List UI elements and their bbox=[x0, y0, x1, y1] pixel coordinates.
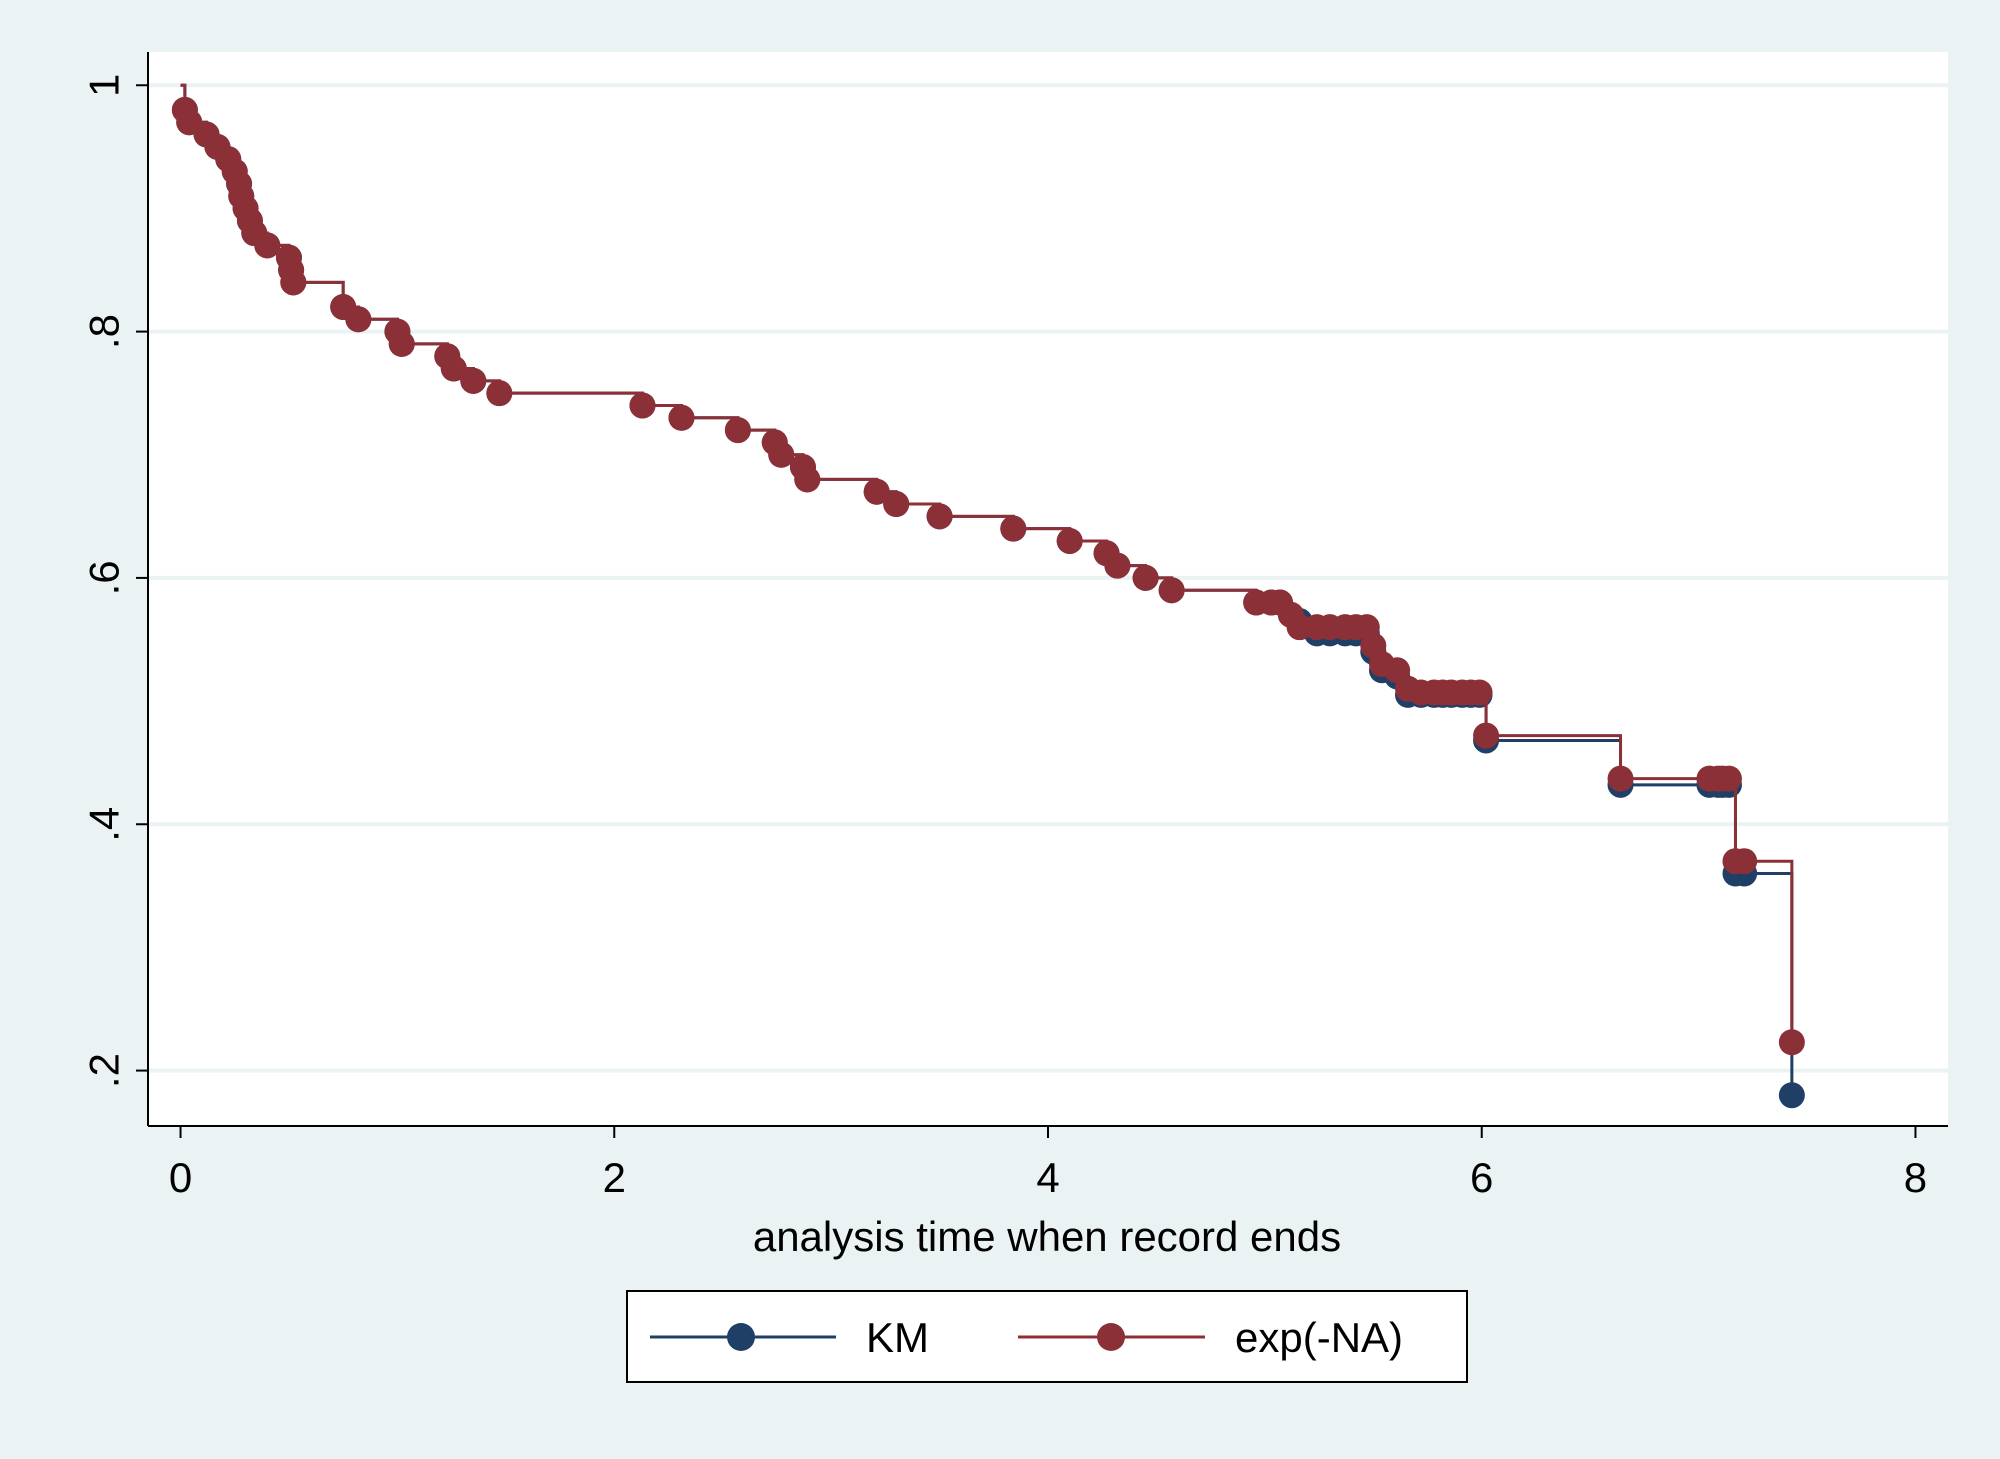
x-tick-label: 8 bbox=[1904, 1154, 1927, 1201]
data-point-exp-na bbox=[863, 478, 890, 505]
series-exp-na bbox=[171, 83, 1805, 1056]
x-tick-label: 6 bbox=[1470, 1154, 1493, 1201]
plot-area bbox=[148, 52, 1948, 1126]
legend-label-km: KM bbox=[866, 1314, 929, 1361]
data-point-exp-na bbox=[629, 392, 656, 419]
data-point-exp-na bbox=[1466, 679, 1493, 706]
legend-marker-km bbox=[727, 1323, 755, 1351]
y-tick-label: .4 bbox=[81, 807, 128, 842]
data-point-exp-na bbox=[280, 269, 307, 296]
data-point-exp-na bbox=[1731, 848, 1758, 875]
data-point-exp-na bbox=[794, 466, 821, 493]
data-point-exp-na bbox=[768, 441, 795, 468]
x-tick-label: 4 bbox=[1036, 1154, 1059, 1201]
data-point-exp-na bbox=[1056, 527, 1083, 554]
data-point-km bbox=[1778, 1082, 1805, 1109]
data-point-exp-na bbox=[1715, 765, 1742, 792]
y-tick-label: .8 bbox=[81, 314, 128, 349]
data-point-exp-na bbox=[460, 367, 487, 394]
data-point-exp-na bbox=[345, 306, 372, 333]
legend-marker-exp-na bbox=[1097, 1323, 1125, 1351]
data-point-exp-na bbox=[1778, 1029, 1805, 1056]
y-tick-label: 1 bbox=[81, 74, 128, 97]
data-point-exp-na bbox=[1132, 564, 1159, 591]
data-point-exp-na bbox=[440, 355, 467, 382]
legend-item-km: KM bbox=[650, 1314, 929, 1361]
data-point-exp-na bbox=[724, 417, 751, 444]
data-point-exp-na bbox=[883, 491, 910, 518]
legend-label-exp-na: exp(-NA) bbox=[1235, 1314, 1403, 1361]
legend-item-exp-na: exp(-NA) bbox=[1018, 1314, 1403, 1361]
data-point-exp-na bbox=[388, 330, 415, 357]
y-tick-label: .6 bbox=[81, 560, 128, 595]
data-point-exp-na bbox=[486, 380, 513, 407]
legend: KM exp(-NA) bbox=[626, 1290, 1468, 1383]
data-point-exp-na bbox=[1607, 765, 1634, 792]
data-point-exp-na bbox=[926, 503, 953, 530]
x-tick-label: 0 bbox=[169, 1154, 192, 1201]
y-tick-label: .2 bbox=[81, 1053, 128, 1088]
x-ticks: 0 2 4 6 8 bbox=[169, 1126, 1927, 1201]
data-point-exp-na bbox=[668, 404, 695, 431]
data-point-exp-na bbox=[1158, 577, 1185, 604]
data-point-exp-na bbox=[1473, 722, 1500, 749]
y-ticks: .2 .4 .6 .8 1 bbox=[81, 74, 148, 1088]
data-point-exp-na bbox=[254, 232, 281, 259]
x-axis-title: analysis time when record ends bbox=[753, 1213, 1341, 1260]
x-tick-label: 2 bbox=[603, 1154, 626, 1201]
series-layer bbox=[171, 83, 1805, 1109]
data-point-exp-na bbox=[1000, 515, 1027, 542]
data-point-exp-na bbox=[1104, 552, 1131, 579]
grid-lines bbox=[148, 83, 1948, 1073]
